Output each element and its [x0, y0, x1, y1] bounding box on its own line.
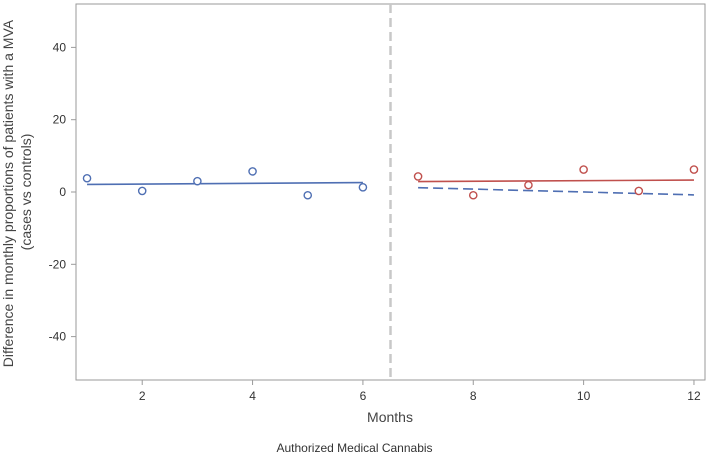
y-tick-label: 0 [59, 185, 66, 199]
fitted-trend-line [418, 179, 694, 183]
data-point [524, 180, 533, 190]
data-point [358, 182, 368, 192]
data-point [303, 190, 313, 200]
x-tick-label: 2 [139, 389, 146, 403]
y-axis-title-line-1: Difference in monthly proportions of pat… [0, 19, 16, 367]
y-axis-title: Difference in monthly proportions of pat… [0, 17, 34, 367]
fitted-trend-line [87, 181, 363, 186]
data-point [137, 186, 147, 196]
x-tick-label: 4 [249, 389, 256, 403]
x-tick-label: 10 [577, 389, 591, 403]
counterfactual-trend-line [418, 186, 694, 196]
data-point [579, 165, 588, 174]
data-point [193, 176, 202, 186]
data-point [413, 172, 423, 181]
x-axis: 2 4 6 8 10 12 [139, 380, 701, 403]
y-tick-label: 20 [53, 113, 67, 127]
data-point [689, 165, 699, 174]
data-point [468, 190, 478, 200]
y-tick-label: -40 [49, 330, 67, 344]
x-tick-label: 6 [360, 389, 367, 403]
x-tick-label: 12 [687, 389, 701, 403]
fit-lines [87, 179, 694, 196]
x-tick-label: 8 [470, 389, 477, 403]
x-axis-title: Months [367, 409, 413, 425]
chart-caption: Authorized Medical Cannabis [276, 441, 433, 455]
data-point [634, 186, 644, 196]
data-point [82, 173, 92, 183]
y-axis-title-line-2: (cases vs controls) [18, 134, 34, 251]
data-point [248, 167, 257, 176]
y-tick-label: -20 [49, 257, 67, 271]
data-points [82, 165, 699, 200]
y-axis: -40 -20 0 20 40 [49, 40, 76, 344]
y-tick-label: 40 [53, 40, 67, 54]
